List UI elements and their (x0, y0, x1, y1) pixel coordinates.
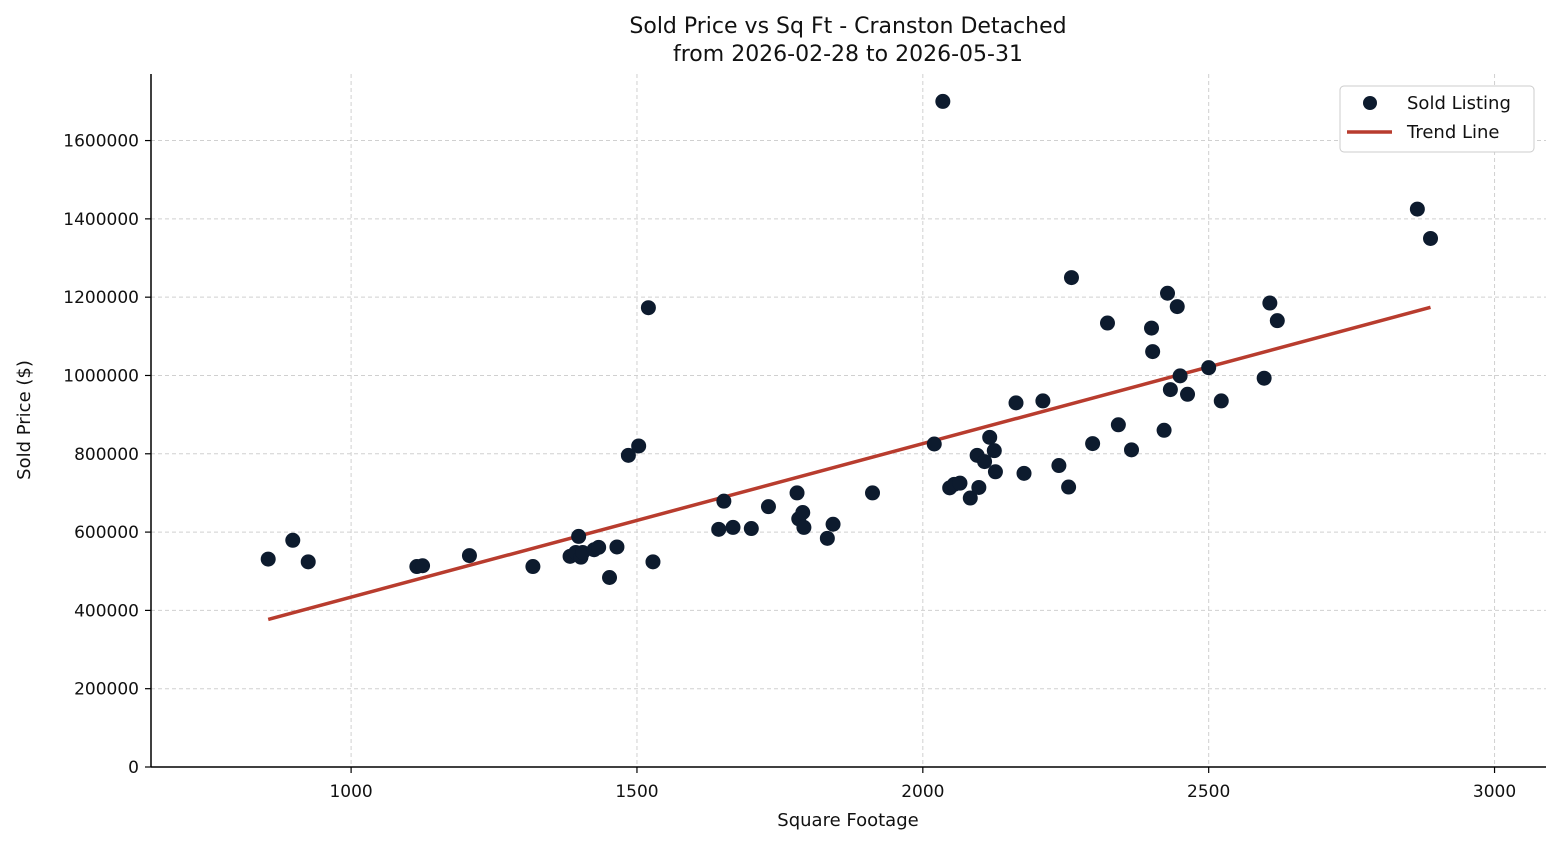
data-point (631, 438, 647, 454)
data-point (1262, 295, 1278, 311)
data-point (1180, 386, 1196, 402)
x-tick-labels: 1000 1500 2000 2500 3000 (329, 782, 1516, 802)
data-points (260, 93, 1439, 586)
data-point (926, 436, 942, 452)
x-tick-label: 1000 (329, 782, 372, 802)
data-point (609, 539, 625, 555)
data-point (591, 539, 607, 555)
y-tick-label: 200000 (74, 680, 139, 700)
data-point (962, 490, 978, 506)
x-tick-label: 1500 (615, 782, 658, 802)
trend-line (267, 305, 1431, 622)
data-point (1085, 436, 1101, 452)
data-point (525, 559, 541, 575)
y-tick-label: 400000 (74, 601, 139, 621)
data-point (971, 479, 987, 495)
data-point (1162, 382, 1178, 398)
y-tick-label: 1400000 (63, 210, 139, 230)
x-axis-label: Square Footage (777, 810, 918, 831)
y-tick-label: 800000 (74, 445, 139, 465)
data-point (1099, 315, 1115, 331)
data-point (260, 551, 276, 567)
data-point (1256, 370, 1272, 386)
y-tick-label: 600000 (74, 523, 139, 543)
data-point (1409, 201, 1425, 217)
data-point (1061, 479, 1077, 495)
data-point (415, 558, 431, 574)
chart-title: Sold Price vs Sq Ft - Cranston Detached (629, 14, 1066, 39)
data-point (935, 93, 951, 109)
data-point (987, 464, 1003, 480)
data-point (982, 429, 998, 445)
y-tick-labels: 0 200000 400000 600000 800000 1000000 1200000 1… (63, 132, 139, 778)
chart-subtitle: from 2026-02-28 to 2026-05-31 (673, 42, 1023, 67)
data-point (825, 516, 841, 532)
legend-label-trend-line: Trend Line (1406, 122, 1500, 143)
data-point (819, 530, 835, 546)
data-point (1008, 395, 1024, 411)
data-point (986, 443, 1002, 459)
legend-box (1339, 85, 1535, 153)
data-point (620, 447, 636, 463)
y-tick-label: 1600000 (63, 132, 139, 152)
legend-point-marker (1363, 96, 1377, 110)
data-point (796, 519, 812, 535)
data-point (1035, 393, 1051, 409)
data-point (1145, 344, 1161, 360)
data-point (285, 532, 301, 548)
data-point (789, 485, 805, 501)
data-point (725, 519, 741, 535)
data-point (461, 548, 477, 564)
data-point (1160, 285, 1176, 301)
trend-line-layer (267, 305, 1431, 622)
legend-label-sold-listing: Sold Listing (1407, 93, 1511, 114)
x-tick-label: 2500 (1187, 782, 1230, 802)
data-point (977, 454, 993, 470)
y-tick-label: 0 (128, 758, 139, 778)
axes (145, 74, 1546, 773)
legend: Sold Listing Trend Line (1339, 85, 1535, 153)
data-point (1110, 417, 1126, 433)
data-point (1016, 465, 1032, 481)
data-point (743, 521, 759, 537)
data-point (1156, 422, 1172, 438)
y-axis-label: Sold Price ($) (14, 360, 35, 480)
y-tick-label: 1000000 (63, 366, 139, 386)
data-point (1213, 393, 1229, 409)
x-tick-label: 2000 (901, 782, 944, 802)
data-point (716, 493, 732, 509)
data-point (1269, 313, 1285, 329)
y-tick-label: 1200000 (63, 288, 139, 308)
data-point (645, 554, 661, 570)
data-point (1124, 442, 1140, 458)
data-point (571, 528, 587, 544)
data-point (865, 485, 881, 501)
data-point (1051, 458, 1067, 474)
data-point (1144, 320, 1160, 336)
data-point (795, 505, 811, 521)
data-point (711, 521, 727, 537)
data-point (1169, 299, 1185, 315)
data-point (1063, 270, 1079, 286)
data-point (1423, 230, 1439, 246)
data-point (1201, 360, 1217, 376)
grid-lines (151, 74, 1546, 767)
data-point (760, 499, 776, 515)
data-point (602, 570, 618, 586)
data-point (952, 475, 968, 491)
data-point (1172, 368, 1188, 384)
data-point (575, 544, 591, 560)
x-tick-label: 3000 (1473, 782, 1516, 802)
data-point (300, 554, 316, 570)
data-point (640, 300, 656, 316)
